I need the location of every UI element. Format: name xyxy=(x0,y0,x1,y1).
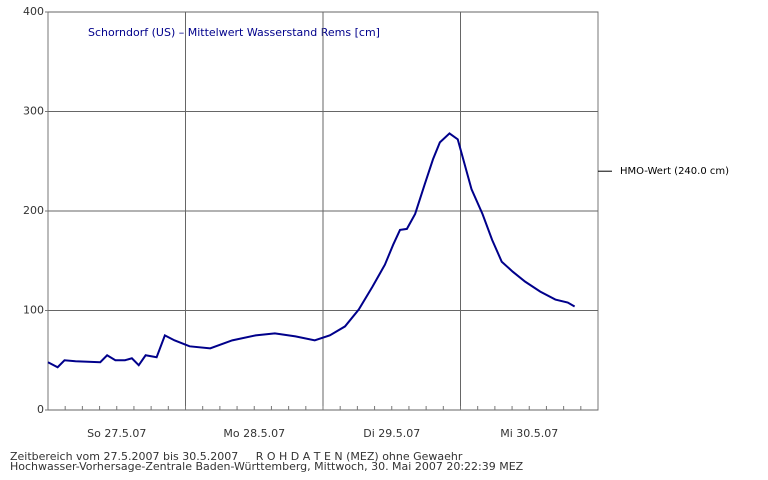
x-tick-label: Mi 30.5.07 xyxy=(500,427,558,440)
y-tick-label: 0 xyxy=(37,403,44,416)
x-tick-label: Mo 28.5.07 xyxy=(223,427,285,440)
footer-line: Zeitbereich vom 27.5.2007 bis 30.5.2007 … xyxy=(10,450,463,463)
y-tick-label: 300 xyxy=(23,105,44,118)
footer-line: Hochwasser-Vorhersage-Zentrale Baden-Wür… xyxy=(10,460,524,473)
x-tick-label: So 27.5.07 xyxy=(87,427,146,440)
data-line xyxy=(47,132,576,369)
y-tick-label: 400 xyxy=(23,5,44,18)
y-tick-label: 200 xyxy=(23,204,44,217)
chart-title: Schorndorf (US) – Mittelwert Wasserstand… xyxy=(88,26,380,39)
x-tick-label: Di 29.5.07 xyxy=(363,427,420,440)
y-tick-label: 100 xyxy=(23,304,44,317)
hmo-label: HMO-Wert (240.0 cm) xyxy=(620,166,729,177)
